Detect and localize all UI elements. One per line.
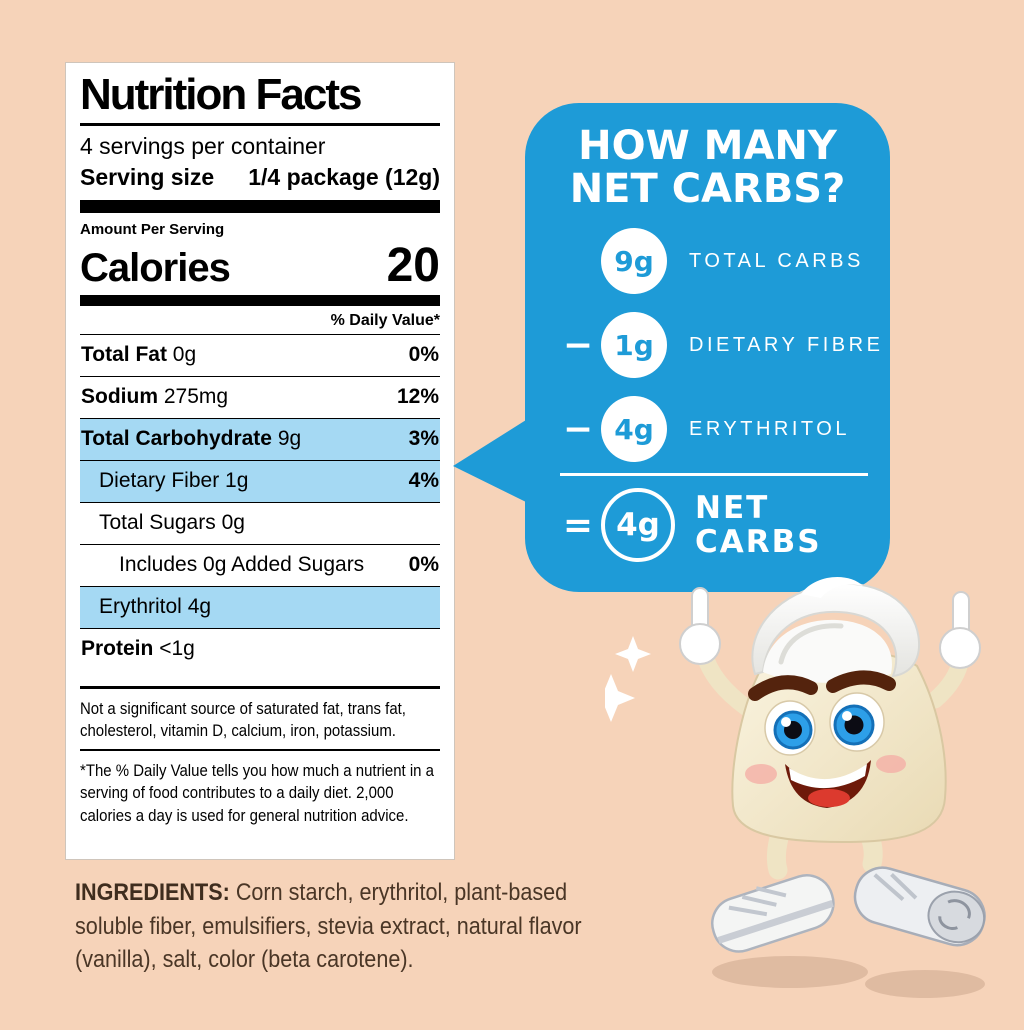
minus-operator: − [562,324,594,366]
daily-value-header: % Daily Value* [330,311,440,329]
equals-operator: = [562,504,594,546]
equals-divider-line [560,473,868,477]
table-row-total-carbohydrate: Total Carbohydrate 9g 3% [80,417,440,460]
daily-value: 0% [408,343,439,367]
calories-row: Calories 20 [80,238,440,293]
row-label: TOTAL CARBS [689,249,864,272]
result-label: NET CARBS [695,489,822,561]
thick-divider [80,199,440,213]
nutrition-facts-label: Nutrition Facts 4 servings per container… [65,62,455,860]
bubble-title-line1: HOW MANY [578,123,837,169]
thick-divider [80,294,440,306]
ingredients-line: (vanilla), salt, color (beta carotene). [75,946,414,974]
mascot-arms [679,587,981,717]
serving-size-label: Serving size [80,163,215,190]
row-label: ERYTHRITOL [689,417,850,440]
daily-value: 3% [408,427,439,451]
nutrient-name: Includes 0g Added Sugars [119,553,365,577]
mascot-character [605,576,986,998]
minus-operator: − [562,408,594,450]
bubble-title-line2: NET CARBS? [569,166,846,213]
nutrient-name: Erythritol [99,595,182,619]
row-total-carbs: 9g TOTAL CARBS [555,219,890,303]
table-row-total-fat: Total Fat 0g 0% [80,333,440,376]
speech-bubble-tail [453,420,526,502]
result-value-badge: 4g [601,488,675,563]
net-carbs-speech-bubble: HOW MANY NET CARBS? 9g TOTAL CARBS − 1g … [453,103,890,592]
nutrient-name: Dietary Fiber [99,469,220,493]
table-row-dietary-fiber: Dietary Fiber 1g 4% [80,459,440,502]
nutrient-name: Protein [81,637,154,661]
mascot-face [745,670,906,808]
footnote-not-significant: Not a significant source of saturated fa… [80,698,440,743]
thin-divider [80,748,440,751]
nutrition-facts-title: Nutrition Facts [80,72,440,126]
nutrient-amount: 0g [172,343,197,367]
nutrient-amount: 275mg [163,385,229,409]
table-row-total-sugars: Total Sugars 0g [80,501,440,544]
mascot-cream-swirl [751,576,921,683]
mascot-shadow [712,956,985,998]
table-row-sodium: Sodium 275mg 12% [80,375,440,418]
servings-per-container: 4 servings per container [80,132,326,159]
result-label-line1: NET [695,489,770,526]
nutrient-amount: 4g [187,595,212,619]
footnote-text: *The % Daily Value tells you how much a … [80,760,434,825]
ingredients-line: Corn starch, erythritol, plant-based [235,879,568,906]
ingredients-line: soluble fiber, emulsifiers, stevia extra… [75,912,582,940]
table-row-protein: Protein <1g [80,627,440,670]
table-row-erythritol: Erythritol 4g [80,585,440,628]
daily-value: 0% [408,553,439,577]
sparkle-icon [605,636,651,722]
calories-label: Calories [80,245,231,290]
nutrient-amount: 1g [225,469,249,493]
calories-value: 20 [386,238,440,292]
daily-value: 12% [396,385,439,409]
nutrient-amount: 9g [277,427,302,451]
medium-divider [80,685,440,689]
ingredients-label: INGREDIENTS: [75,879,230,906]
value-badge: 4g [601,396,667,463]
serving-size-value: 1/4 package (12g) [248,163,440,190]
footnote-text: Not a significant source of saturated fa… [80,698,406,741]
footnote-daily-value: *The % Daily Value tells you how much a … [80,760,440,827]
mascot-sneakers [711,866,986,953]
row-dietary-fibre: − 1g DIETARY FIBRE [555,303,890,387]
net-carbs-math: 9g TOTAL CARBS − 1g DIETARY FIBRE − 4g E… [555,219,890,471]
amount-per-serving: Amount Per Serving [80,220,225,238]
net-carbs-result-row: = 4g NET CARBS [555,488,890,563]
ingredients-list: INGREDIENTS: Corn starch, erythritol, pl… [75,876,582,977]
nutrient-amount: <1g [159,637,195,661]
nutrient-name: Total Carbohydrate [81,427,272,451]
row-label: DIETARY FIBRE [689,333,884,356]
nutrient-name: Total Sugars [99,511,216,535]
nutrient-name: Total Fat [81,343,167,367]
value-badge: 1g [601,312,667,379]
bubble-title: HOW MANY NET CARBS? [525,103,890,211]
serving-size-row: Serving size 1/4 package (12g) [80,164,440,191]
result-label-line2: CARBS [695,524,822,561]
daily-value: 4% [408,469,439,493]
table-row-added-sugars: Includes 0g Added Sugars 0% [80,543,440,586]
value-badge: 9g [601,228,667,295]
nutrient-amount: 0g [221,511,245,535]
row-erythritol: − 4g ERYTHRITOL [555,387,890,471]
nutrient-name: Sodium [81,385,158,409]
